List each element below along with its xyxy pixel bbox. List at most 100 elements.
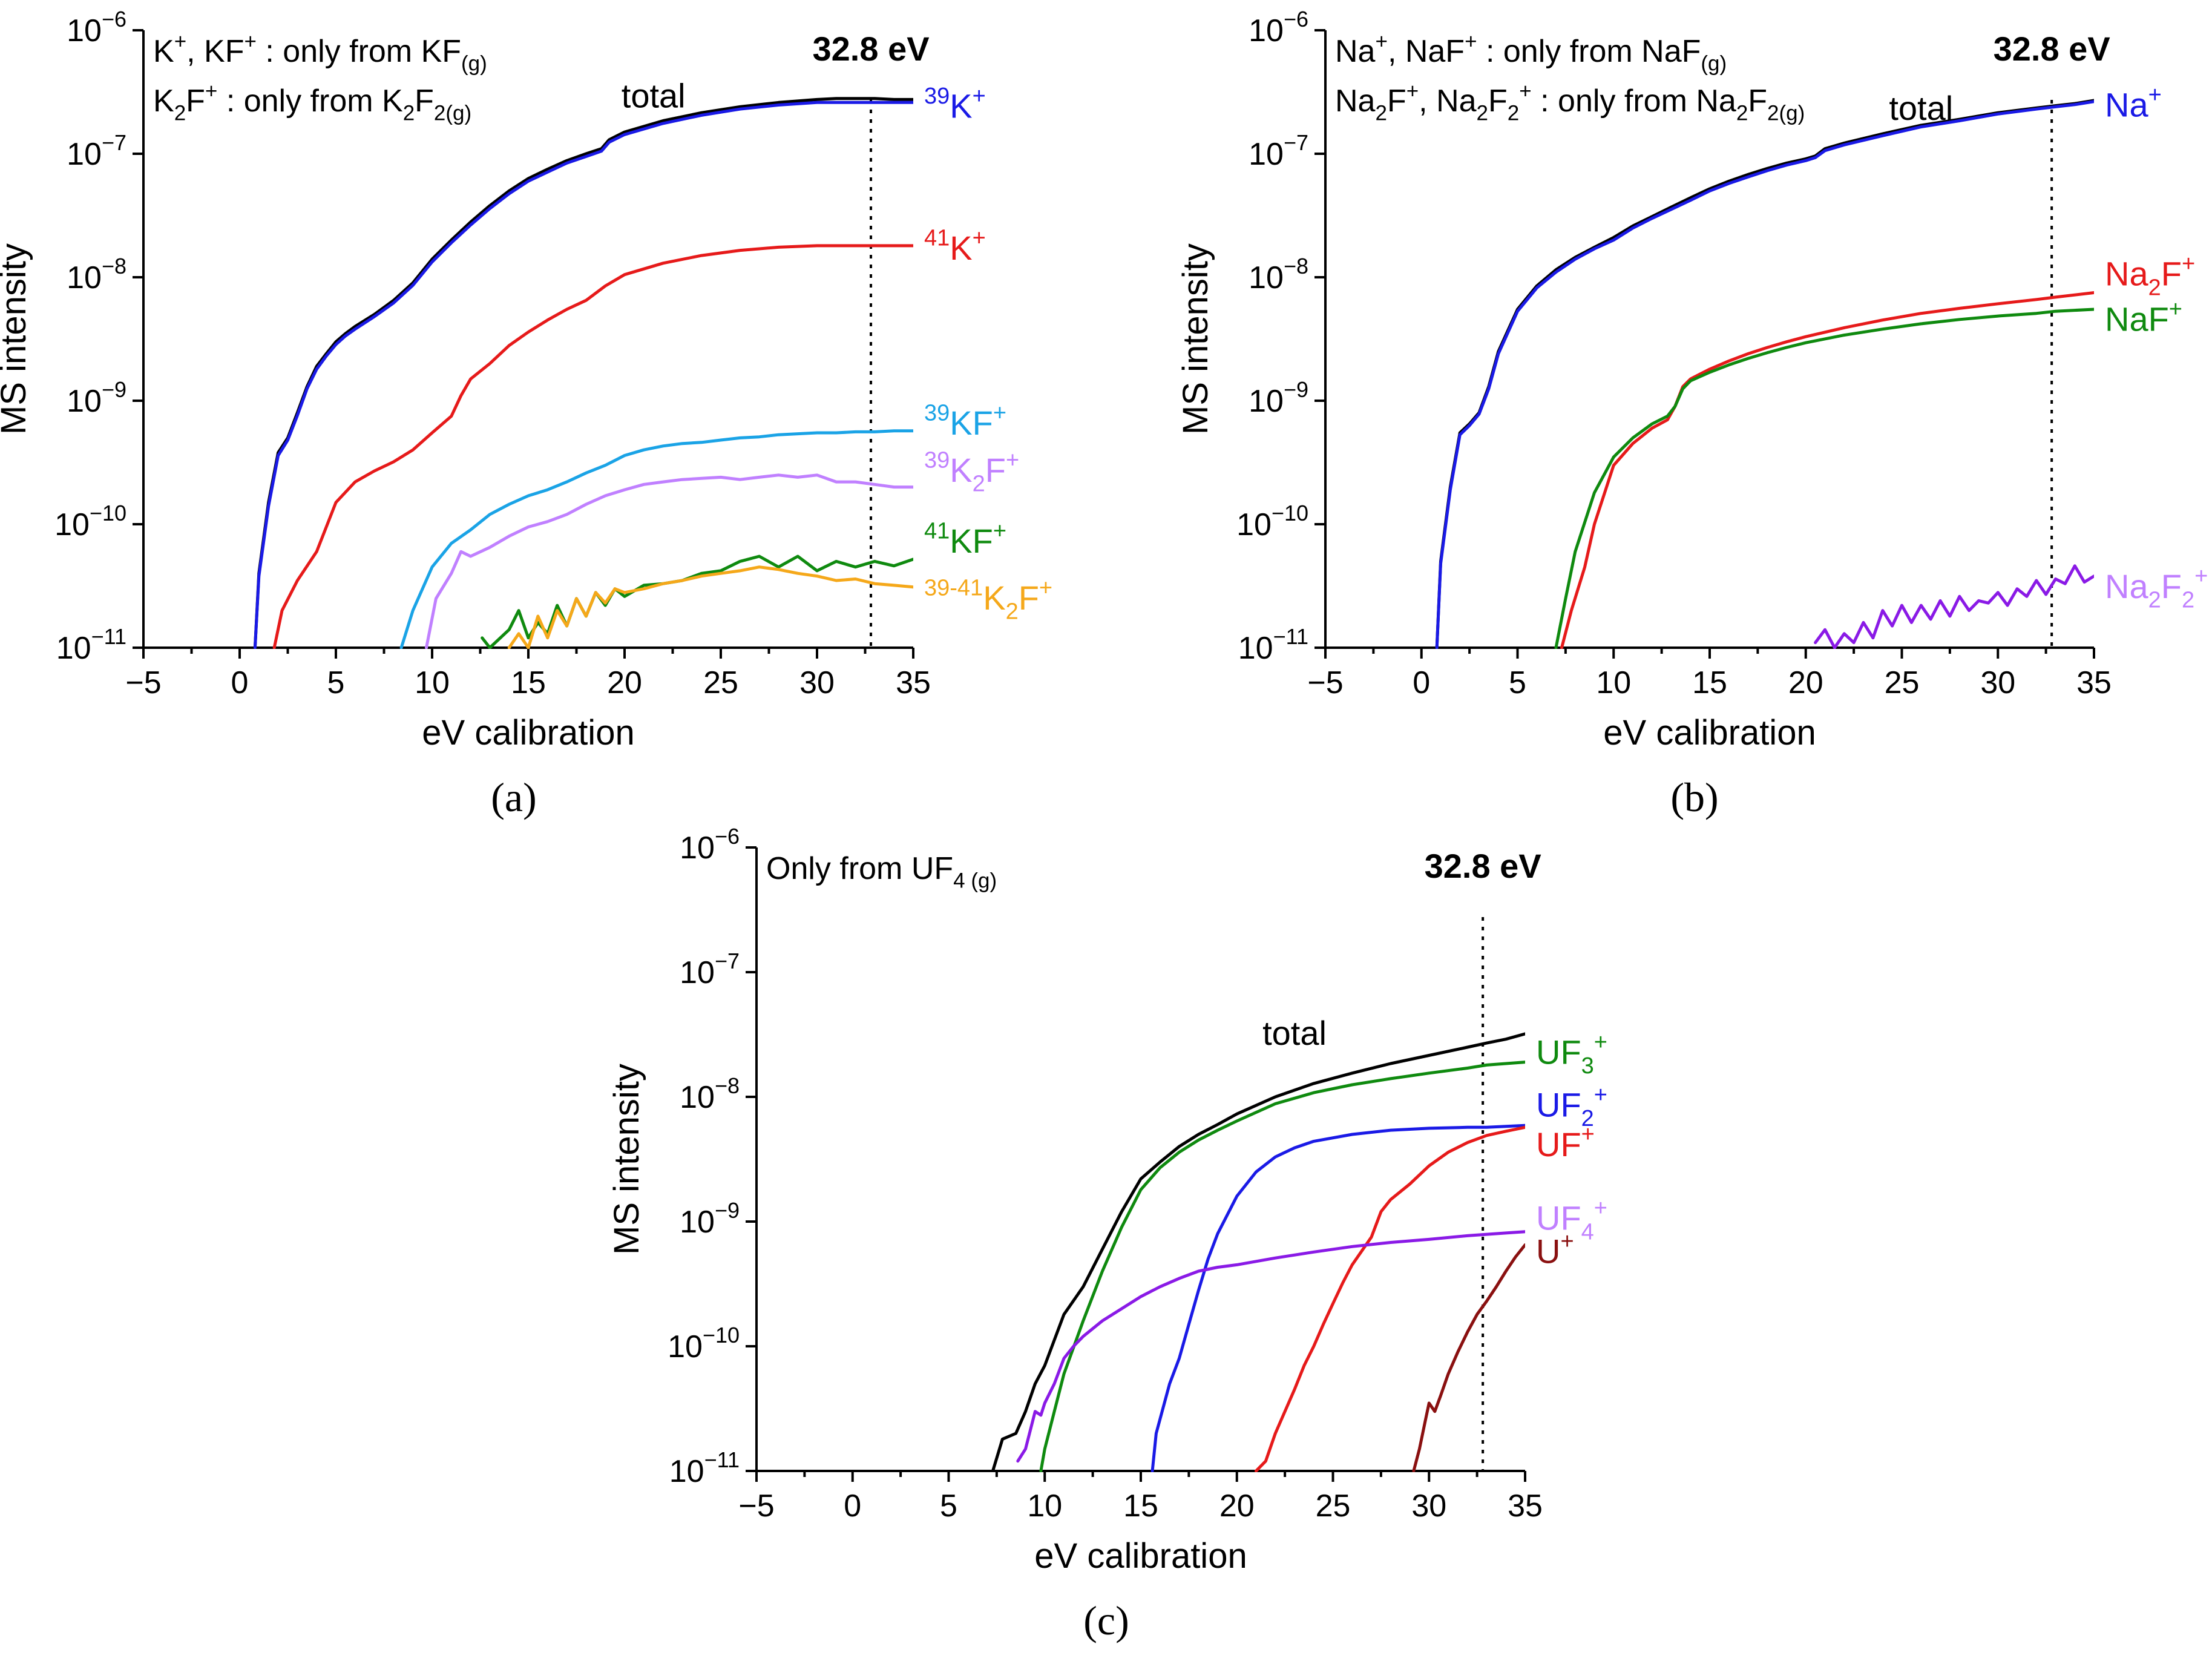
series-line-total — [991, 1032, 1525, 1472]
text-part: + — [1039, 575, 1052, 600]
text-part: + — [1406, 79, 1419, 103]
x-tick-label: 0 — [231, 665, 249, 700]
series-line-39K2F — [425, 473, 913, 649]
reference-line-label: 32.8 eV — [813, 30, 930, 68]
y-tick-exponent: −7 — [715, 949, 740, 973]
y-tick-exponent: −11 — [1273, 624, 1308, 649]
panel-caption: (c) — [1083, 1597, 1129, 1643]
series-line-Na2F — [1560, 291, 2094, 649]
x-axis-title: eV calibration — [422, 713, 634, 752]
text-part: + — [1560, 1229, 1574, 1254]
series-line-Na2F2 — [1814, 564, 2094, 649]
y-tick-label: 10−10 — [54, 501, 126, 542]
series-label: total — [1262, 1014, 1327, 1052]
x-tick-label: 5 — [1509, 665, 1526, 700]
text-part: UF — [1536, 1033, 1581, 1071]
series-label: UF4+ — [1536, 1196, 1607, 1245]
y-tick-label: 10−7 — [67, 130, 126, 172]
text-part: + — [1594, 1196, 1607, 1221]
y-tick-base: 10 — [67, 137, 102, 172]
y-axis-title: MS intensity — [0, 243, 33, 435]
y-tick-exponent: −9 — [102, 377, 126, 402]
y-tick-exponent: −8 — [102, 254, 126, 278]
text-part: F — [2161, 255, 2182, 293]
series-label: UF+ — [1536, 1122, 1595, 1163]
text-part: KF — [950, 404, 993, 442]
text-part: total — [1889, 89, 1953, 127]
y-axis-title: MS intensity — [1176, 243, 1215, 435]
y-axis-title: MS intensity — [607, 1064, 646, 1255]
y-tick-label: 10−9 — [67, 377, 126, 419]
text-part: + — [1465, 30, 1477, 53]
text-part: 2 — [1375, 102, 1387, 125]
text-part: F — [985, 451, 1006, 489]
y-tick-label: 10−8 — [1249, 254, 1308, 295]
series-line-39-41K2F — [507, 565, 913, 649]
text-part: 2 — [1581, 1106, 1594, 1131]
y-tick-label: 10−11 — [669, 1447, 740, 1489]
text-part: 2 — [434, 102, 445, 125]
x-tick-label: 20 — [607, 665, 642, 700]
curves — [253, 97, 913, 649]
text-part: F — [1748, 84, 1767, 119]
x-axis-title: eV calibration — [1034, 1536, 1247, 1576]
text-part: : only from Na — [1532, 84, 1736, 119]
y-tick-base: 10 — [1249, 260, 1284, 295]
y-tick-label: 10−9 — [680, 1198, 740, 1240]
series-line-UF3 — [1039, 1061, 1525, 1472]
text-part: + — [993, 401, 1006, 426]
text-part: UF — [1536, 1086, 1581, 1124]
text-part: + — [205, 79, 217, 103]
x-tick-label: 20 — [1219, 1489, 1255, 1524]
text-part: : only from NaF — [1477, 34, 1701, 69]
y-tick-label: 10−10 — [668, 1323, 740, 1364]
y-tick-base: 10 — [67, 260, 102, 295]
text-part: Na — [2105, 86, 2148, 124]
text-part: 4 — [953, 869, 965, 893]
x-tick-label: 15 — [1123, 1489, 1158, 1524]
text-part: UF — [1536, 1199, 1581, 1237]
x-tick-label: −5 — [738, 1489, 774, 1524]
chart-panel-0: −5 0 5 10 15 20 25 30 3510−1110−1010−910−810−710… — [0, 7, 1052, 820]
text-part: + — [1375, 30, 1387, 53]
text-part: + — [993, 519, 1006, 544]
y-tick-base: 10 — [1238, 631, 1273, 666]
series-line-UF2 — [1150, 1123, 1525, 1472]
text-part: UF — [1536, 1125, 1581, 1163]
series-line-41K — [272, 244, 913, 649]
y-tick-label: 10−11 — [56, 624, 126, 666]
text-part: U — [1536, 1232, 1560, 1270]
text-part: K — [153, 34, 174, 69]
y-tick-base: 10 — [54, 507, 90, 542]
text-part: 39 — [924, 401, 950, 426]
text-part: K — [153, 84, 174, 119]
text-part: Na — [1335, 84, 1376, 119]
annotation-line: Na2F+, Na2F2+ : only from Na2F2(g) — [1335, 79, 1805, 125]
text-part: total — [622, 77, 686, 115]
reference-line-label: 32.8 eV — [1425, 847, 1541, 885]
text-part: 2 — [174, 102, 186, 125]
text-part: + — [2169, 297, 2182, 322]
text-part: K — [950, 229, 972, 267]
y-tick-exponent: −10 — [703, 1323, 740, 1347]
series-label: 39K+ — [924, 84, 986, 125]
text-part: : only from K — [217, 84, 403, 119]
text-part: 2 — [1736, 102, 1748, 125]
text-part: + — [1519, 79, 1531, 103]
series-line-UF4 — [1016, 1230, 1525, 1463]
x-tick-label: 15 — [511, 665, 546, 700]
text-part: (g) — [461, 52, 487, 76]
text-part: F — [186, 84, 205, 119]
y-tick-exponent: −7 — [1284, 130, 1308, 155]
annotation-line: K+, KF+ : only from KF(g) — [153, 30, 487, 75]
series-label: 39K2F+ — [924, 447, 1019, 496]
y-tick-base: 10 — [56, 631, 91, 666]
reference-line-label: 32.8 eV — [1994, 30, 2110, 68]
axis-frame — [755, 847, 1525, 1472]
x-tick-label: −5 — [125, 665, 161, 700]
series-label: 39KF+ — [924, 401, 1006, 442]
y-tick-label: 10−7 — [1249, 130, 1308, 172]
text-part: total — [1262, 1014, 1327, 1052]
x-tick-label: 25 — [1885, 665, 1920, 700]
